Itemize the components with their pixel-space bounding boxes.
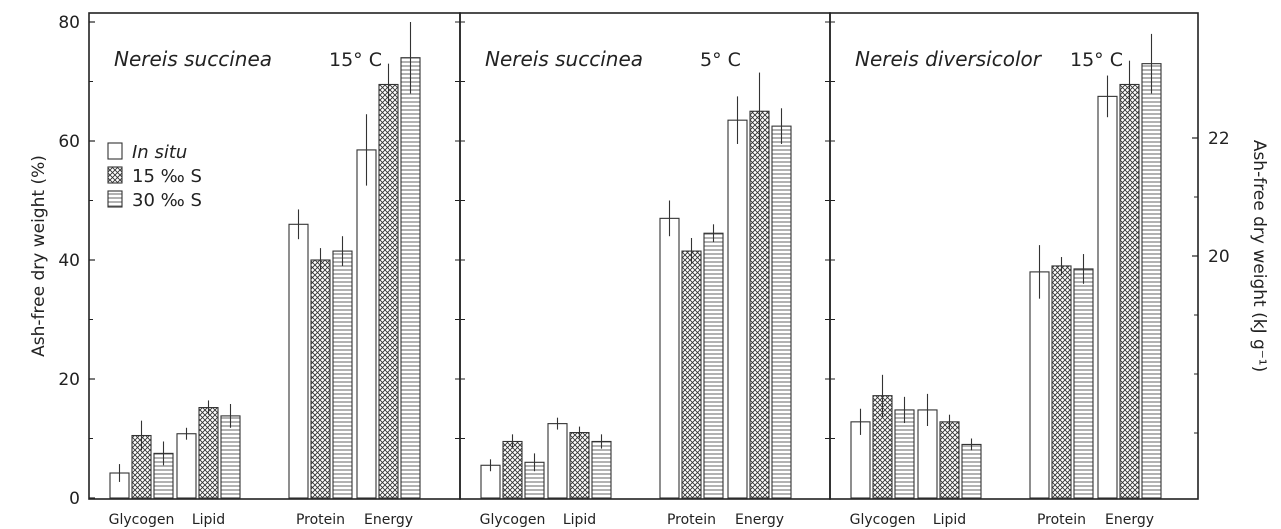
bar <box>198 407 219 499</box>
bar <box>1097 95 1118 499</box>
y-tick-label: 40 <box>58 251 80 271</box>
y-tick-label: 20 <box>58 370 80 390</box>
bar <box>749 110 770 499</box>
panel-temperature: 15° C <box>329 49 382 71</box>
category-label: Lipid <box>563 512 596 528</box>
category-label: Protein <box>296 512 345 528</box>
bar <box>727 119 748 499</box>
legend-swatch <box>107 190 123 208</box>
legend: In situ 15 ‰ S 30 ‰ S <box>107 142 202 211</box>
y-tick-label: 80 <box>58 13 80 33</box>
legend-entry: 30 ‰ S <box>132 190 202 211</box>
legend-swatch <box>107 142 123 160</box>
category-label: Energy <box>364 512 413 528</box>
bar <box>288 223 309 499</box>
category-label: Protein <box>1037 512 1086 528</box>
category-label: Protein <box>667 512 716 528</box>
bar <box>502 440 523 499</box>
legend-swatch <box>107 166 123 184</box>
panel-1: Nereis succinea 15° C Glycogen Lipid Protein… <box>88 12 461 528</box>
y-tick-label: 0 <box>69 489 80 509</box>
bar <box>1119 83 1140 499</box>
bar <box>1073 268 1094 499</box>
category-label: Energy <box>1105 512 1154 528</box>
legend-entry: In situ <box>132 142 187 163</box>
bar <box>332 250 353 499</box>
bar <box>310 259 331 499</box>
category-label: Energy <box>735 512 784 528</box>
category-label: Glycogen <box>109 512 175 528</box>
right-tick-label: 20 <box>1208 247 1230 267</box>
panel-temperature: 15° C <box>1070 49 1123 71</box>
panel-3: Nereis diversicolor 15° C Glycogen Lipid Pro… <box>829 12 1199 528</box>
y-axis-label: Ash-free dry weight (%) <box>29 155 49 357</box>
bar <box>176 433 197 499</box>
panel-frame <box>829 12 1199 500</box>
right-tick-label: 22 <box>1208 129 1230 149</box>
bar <box>1141 63 1162 499</box>
panel-2: Nereis succinea 5° C Glycogen Lipid Protein E… <box>459 12 831 528</box>
category-label: Lipid <box>192 512 225 528</box>
panel-title: Nereis succinea <box>485 47 643 71</box>
bar <box>378 83 399 499</box>
bar <box>771 125 792 499</box>
bar <box>569 431 590 499</box>
bar <box>356 149 377 499</box>
bar <box>1051 265 1072 499</box>
panel-temperature: 5° C <box>700 49 741 71</box>
bar <box>939 421 960 499</box>
bar <box>400 57 421 499</box>
right-axis-label: Ash-free dry weight (kJ g⁻¹) <box>1249 140 1269 372</box>
bar <box>703 232 724 499</box>
bar <box>961 443 982 499</box>
bar <box>659 217 680 499</box>
panel-title: Nereis diversicolor <box>855 47 1043 71</box>
bar <box>1029 271 1050 499</box>
bar <box>894 409 915 499</box>
bar <box>220 415 241 499</box>
bar <box>547 423 568 499</box>
category-label: Glycogen <box>480 512 546 528</box>
bar <box>591 440 612 499</box>
category-label: Glycogen <box>850 512 916 528</box>
legend-entry: 15 ‰ S <box>132 166 202 187</box>
panel-title: Nereis succinea <box>114 47 272 71</box>
y-tick-label: 60 <box>58 132 80 152</box>
category-label: Lipid <box>933 512 966 528</box>
bar <box>681 250 702 499</box>
